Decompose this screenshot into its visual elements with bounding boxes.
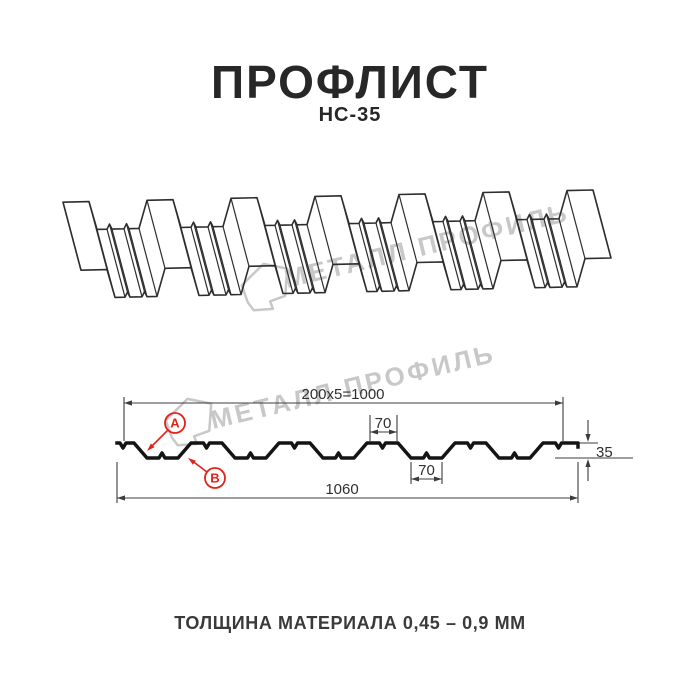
dimension-total-width-label: 1060 [325,481,358,498]
dimension-bottom-flange-label: 70 [418,462,435,479]
dimension-top-width: 200x5=1000 [123,386,564,441]
cross-section-drawing: МЕТАЛЛ ПРОФИЛЬ 200x5=1000 70 [115,338,633,503]
metall-profil-logo-icon [164,397,213,447]
callout-a-circle [164,412,186,434]
callout-b: В [188,458,226,489]
dimension-total-width: 1060 [116,462,579,503]
dimension-height: 35 [555,420,633,481]
dimension-bottom-flange: 70 [410,462,443,484]
callout-a: А [147,412,186,451]
dimension-top-width-label: 200x5=1000 [302,386,385,403]
profile-section-line [115,441,580,460]
callout-a-label: А [170,416,180,431]
sheet-outline [62,189,612,299]
page-title: ПРОФЛИСТ [211,56,489,108]
dimension-top-flange: 70 [369,415,398,441]
callout-b-circle [204,467,226,489]
callout-b-label: В [210,471,219,486]
page-subtitle: НС-35 [318,104,382,126]
sheet-body [63,190,611,298]
thickness-note: ТОЛЩИНА МАТЕРИАЛА 0,45 – 0,9 ММ [174,613,526,633]
dimension-top-flange-label: 70 [375,415,392,432]
perspective-drawing: МЕТАЛЛ ПРОФИЛЬ [62,189,612,312]
dimension-height-label: 35 [596,444,613,461]
